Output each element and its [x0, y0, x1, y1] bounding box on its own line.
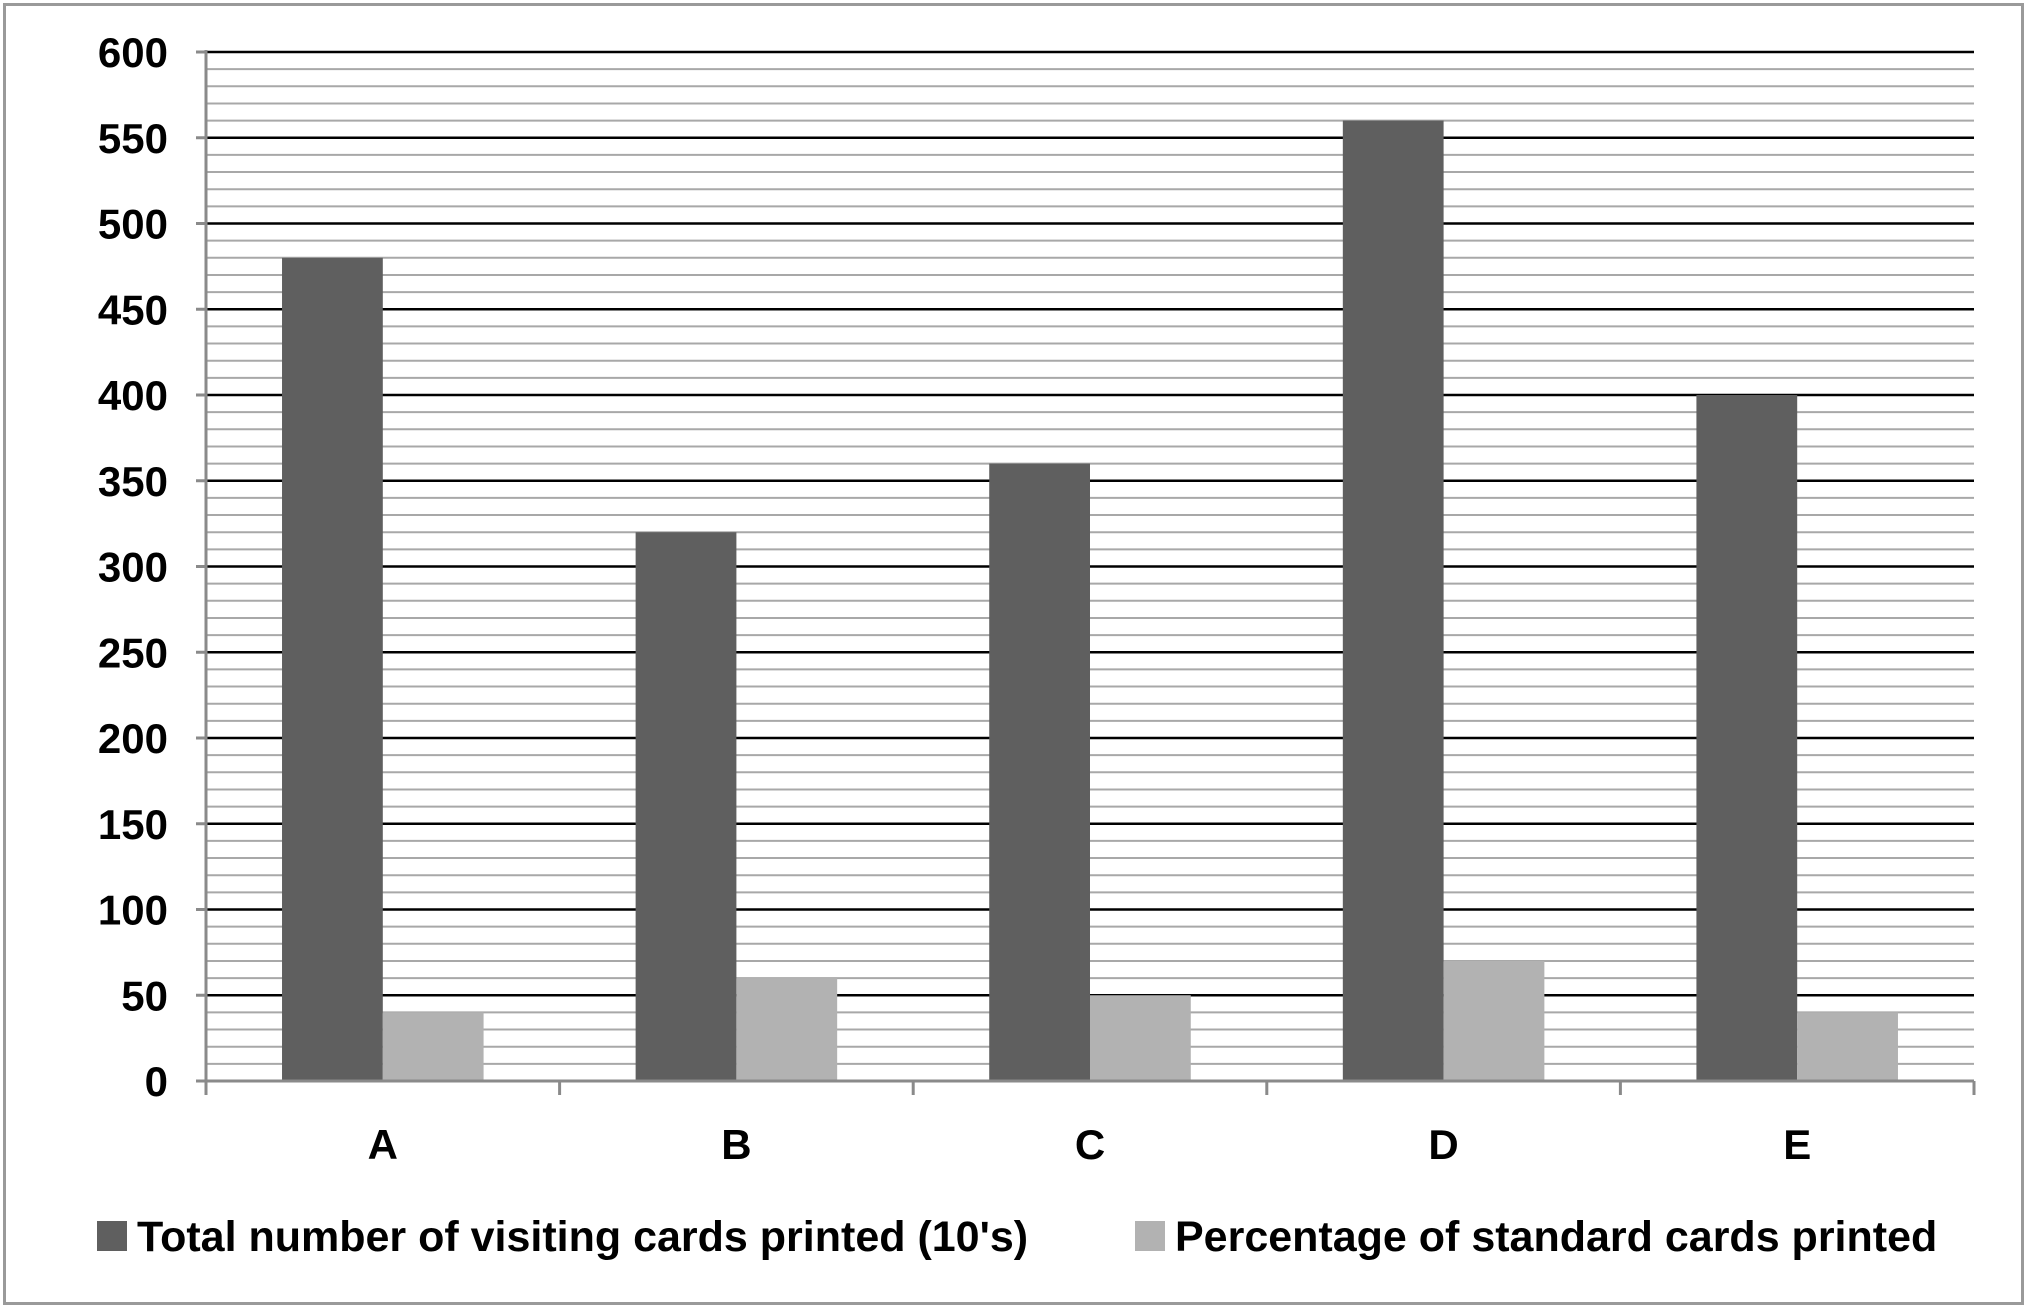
y-tick-label: 500	[98, 201, 168, 248]
y-tick-label: 600	[98, 29, 168, 76]
y-tick-label: 250	[98, 629, 168, 676]
x-tick-label: A	[368, 1121, 398, 1168]
bar-b-series-2	[736, 978, 838, 1081]
bar-b-series-1	[635, 532, 737, 1081]
legend-label: Total number of visiting cards printed (…	[137, 1213, 1028, 1261]
y-tick-label: 350	[98, 458, 168, 505]
legend-swatch	[1135, 1221, 1165, 1251]
bar-chart: 0 50 100 150 200 250 300 350 400 450 500 550 600 A B C…	[97, 29, 1976, 1261]
x-tick-label: E	[1783, 1121, 1811, 1168]
bar-d-series-1	[1342, 120, 1444, 1082]
legend: Total number of visiting cards printed (…	[97, 1213, 1937, 1261]
y-tick-label: 450	[98, 286, 168, 333]
chart-frame: 0 50 100 150 200 250 300 350 400 450 500 550 600 A B C…	[3, 3, 2024, 1305]
bars	[282, 120, 1898, 1082]
bar-a-series-1	[282, 257, 383, 1081]
y-tick-label: 200	[98, 715, 168, 762]
y-tick-label: 300	[98, 544, 168, 591]
y-tick-label: 400	[98, 372, 168, 419]
y-tick-label: 0	[145, 1058, 168, 1105]
bar-e-series-2	[1797, 1012, 1898, 1081]
x-tick-label: B	[721, 1121, 751, 1168]
x-axis-tick-labels: A B C D E	[368, 1121, 1812, 1168]
bar-d-series-2	[1443, 960, 1545, 1081]
legend-item-1: Total number of visiting cards printed (…	[97, 1213, 1028, 1261]
legend-label: Percentage of standard cards printed	[1175, 1213, 1937, 1261]
legend-item-2: Percentage of standard cards printed	[1135, 1213, 1937, 1261]
bar-e-series-1	[1696, 395, 1798, 1081]
bar-c-series-1	[989, 463, 1090, 1082]
axes	[196, 50, 1976, 1095]
legend-swatch	[97, 1221, 127, 1251]
y-tick-label: 100	[98, 887, 168, 934]
bar-c-series-2	[1090, 995, 1191, 1081]
bar-a-series-2	[382, 1012, 484, 1081]
x-tick-label: C	[1075, 1121, 1105, 1168]
y-tick-label: 50	[121, 972, 168, 1019]
y-tick-label: 150	[98, 801, 168, 848]
y-tick-label: 550	[98, 115, 168, 162]
y-axis-tick-labels: 0 50 100 150 200 250 300 350 400 450 500 550 600	[98, 29, 168, 1105]
x-tick-label: D	[1428, 1121, 1458, 1168]
